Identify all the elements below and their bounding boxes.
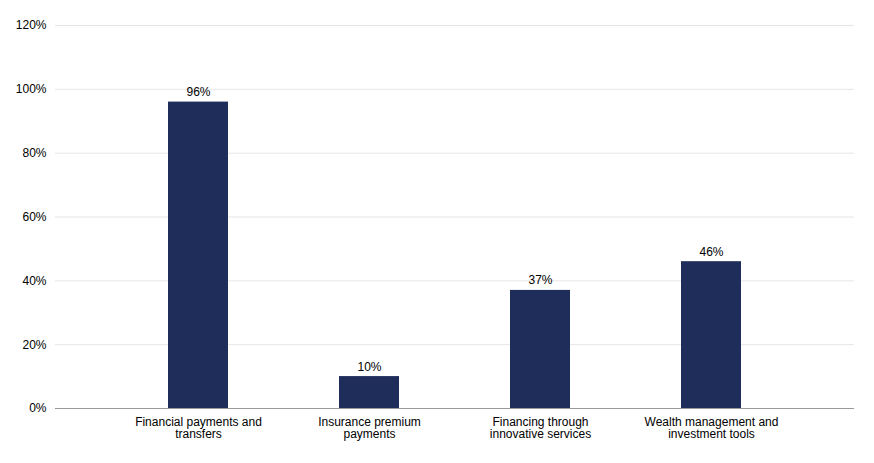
svg-text:10%: 10%	[357, 360, 381, 374]
svg-text:Financial payments andtransfer: Financial payments andtransfers	[135, 415, 262, 441]
svg-text:96%: 96%	[186, 85, 210, 99]
svg-text:60%: 60%	[22, 210, 46, 224]
svg-text:Insurance premiumpayments: Insurance premiumpayments	[318, 415, 421, 441]
svg-text:40%: 40%	[22, 274, 46, 288]
svg-text:80%: 80%	[22, 146, 46, 160]
svg-text:100%: 100%	[16, 82, 47, 96]
svg-text:Wealth management andinvestmen: Wealth management andinvestment tools	[645, 415, 779, 441]
svg-text:120%: 120%	[16, 18, 47, 32]
svg-text:37%: 37%	[528, 273, 552, 287]
svg-text:46%: 46%	[699, 245, 723, 259]
svg-text:Financing throughinnovative se: Financing throughinnovative services	[490, 415, 591, 441]
svg-text:0%: 0%	[29, 401, 47, 415]
svg-text:20%: 20%	[22, 338, 46, 352]
